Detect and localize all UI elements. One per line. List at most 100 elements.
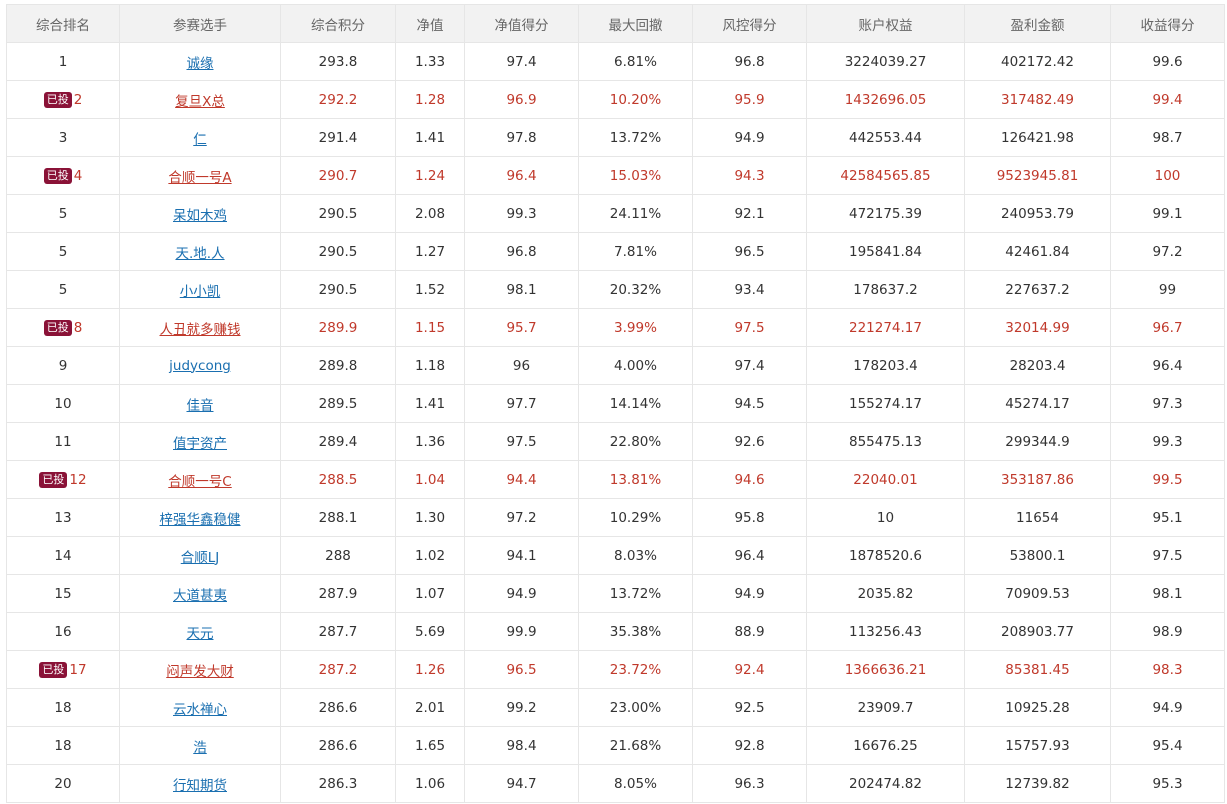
risk-score-cell: 88.9 (692, 612, 807, 651)
nav-score-cell: 97.4 (464, 42, 579, 81)
rank-value: 5 (58, 243, 68, 260)
rank-value: 3 (58, 129, 68, 146)
nav-cell: 1.41 (395, 118, 465, 157)
total-score-cell: 287.9 (280, 574, 396, 613)
nav-score-cell: 96 (464, 346, 579, 385)
player-cell: 大道甚夷 (119, 574, 281, 613)
nav-cell: 1.07 (395, 574, 465, 613)
player-link[interactable]: 天元 (186, 625, 214, 642)
rank-value: 12 (69, 471, 87, 488)
invested-badge: 已投 (43, 319, 72, 336)
rank-cell: 5 (6, 232, 120, 271)
nav-score-cell: 97.5 (464, 422, 579, 461)
rank-cell: 9 (6, 346, 120, 385)
player-cell: 天.地.人 (119, 232, 281, 271)
rank-cell: 5 (6, 270, 120, 309)
max-drawdown-cell: 23.00% (578, 688, 693, 727)
player-link[interactable]: 仁 (193, 131, 207, 148)
max-drawdown-cell: 35.38% (578, 612, 693, 651)
equity-cell: 22040.01 (806, 460, 965, 499)
player-cell: 行知期货 (119, 764, 281, 803)
table-row: 1 诚缘 293.8 1.33 97.4 6.81% 96.8 3224039.27 40217… (6, 42, 1225, 81)
rank-value: 18 (54, 699, 72, 716)
nav-score-cell: 94.4 (464, 460, 579, 499)
header-return-score: 收益得分 (1110, 4, 1225, 43)
max-drawdown-cell: 3.99% (578, 308, 693, 347)
nav-score-cell: 97.2 (464, 498, 579, 537)
risk-score-cell: 93.4 (692, 270, 807, 309)
player-link[interactable]: 值宇资产 (173, 435, 227, 452)
player-link[interactable]: 浩 (193, 739, 207, 756)
total-score-cell: 290.5 (280, 270, 396, 309)
equity-cell: 221274.17 (806, 308, 965, 347)
player-link[interactable]: 合顺一号C (168, 473, 232, 490)
max-drawdown-cell: 24.11% (578, 194, 693, 233)
player-link[interactable]: 复旦X总 (175, 93, 225, 110)
rank-value: 1 (58, 53, 68, 70)
rank-value: 11 (54, 433, 72, 450)
rank-value: 13 (54, 509, 72, 526)
player-link[interactable]: 天.地.人 (175, 245, 225, 262)
table-row: 9 judycong 289.8 1.18 96 4.00% 97.4 178203.4 282… (6, 346, 1225, 385)
return-score-cell: 99.3 (1110, 422, 1225, 461)
return-score-cell: 94.9 (1110, 688, 1225, 727)
player-link[interactable]: 闷声发大财 (166, 663, 234, 680)
player-link[interactable]: 佳音 (186, 397, 214, 414)
player-link[interactable]: 合顺LJ (180, 549, 220, 566)
player-cell: judycong (119, 346, 281, 385)
rank-cell: 已投 17 (6, 650, 120, 689)
risk-score-cell: 92.6 (692, 422, 807, 461)
header-total-score: 综合积分 (280, 4, 396, 43)
return-score-cell: 98.9 (1110, 612, 1225, 651)
profit-cell: 240953.79 (964, 194, 1111, 233)
max-drawdown-cell: 13.81% (578, 460, 693, 499)
profit-cell: 317482.49 (964, 80, 1111, 119)
rank-cell: 18 (6, 726, 120, 765)
profit-cell: 208903.77 (964, 612, 1111, 651)
player-link[interactable]: 呆如木鸡 (173, 207, 227, 224)
nav-cell: 2.08 (395, 194, 465, 233)
risk-score-cell: 96.4 (692, 536, 807, 575)
rank-value: 15 (54, 585, 72, 602)
nav-score-cell: 97.8 (464, 118, 579, 157)
return-score-cell: 99 (1110, 270, 1225, 309)
max-drawdown-cell: 8.05% (578, 764, 693, 803)
header-profit: 盈利金额 (964, 4, 1111, 43)
table-row: 15 大道甚夷 287.9 1.07 94.9 13.72% 94.9 2035.82 7090… (6, 574, 1225, 613)
nav-score-cell: 96.9 (464, 80, 579, 119)
player-link[interactable]: judycong (169, 357, 231, 374)
rank-value: 4 (73, 167, 83, 184)
return-score-cell: 98.7 (1110, 118, 1225, 157)
rank-cell: 1 (6, 42, 120, 81)
player-link[interactable]: 大道甚夷 (173, 587, 227, 604)
header-max-drawdown: 最大回撤 (578, 4, 693, 43)
total-score-cell: 289.4 (280, 422, 396, 461)
player-link[interactable]: 梓强华鑫稳健 (159, 511, 241, 528)
risk-score-cell: 97.4 (692, 346, 807, 385)
equity-cell: 1878520.6 (806, 536, 965, 575)
nav-cell: 1.02 (395, 536, 465, 575)
nav-score-cell: 99.9 (464, 612, 579, 651)
player-link[interactable]: 人丑就多赚钱 (159, 321, 241, 338)
player-cell: 呆如木鸡 (119, 194, 281, 233)
return-score-cell: 96.4 (1110, 346, 1225, 385)
player-link[interactable]: 诚缘 (186, 55, 214, 72)
header-risk-score: 风控得分 (692, 4, 807, 43)
max-drawdown-cell: 6.81% (578, 42, 693, 81)
player-link[interactable]: 合顺一号A (168, 169, 232, 186)
total-score-cell: 289.5 (280, 384, 396, 423)
player-link[interactable]: 行知期货 (173, 777, 227, 794)
player-link[interactable]: 云水禅心 (173, 701, 227, 718)
player-cell: 复旦X总 (119, 80, 281, 119)
rank-cell: 已投 12 (6, 460, 120, 499)
table-row: 13 梓强华鑫稳健 288.1 1.30 97.2 10.29% 95.8 10 11654 95… (6, 498, 1225, 537)
player-link[interactable]: 小小凯 (179, 283, 221, 300)
player-cell: 梓强华鑫稳健 (119, 498, 281, 537)
max-drawdown-cell: 14.14% (578, 384, 693, 423)
invested-badge: 已投 (39, 661, 68, 678)
risk-score-cell: 94.9 (692, 118, 807, 157)
profit-cell: 353187.86 (964, 460, 1111, 499)
invested-badge: 已投 (43, 167, 72, 184)
player-cell: 人丑就多赚钱 (119, 308, 281, 347)
table-row: 3 仁 291.4 1.41 97.8 13.72% 94.9 442553.44 126421… (6, 118, 1225, 157)
